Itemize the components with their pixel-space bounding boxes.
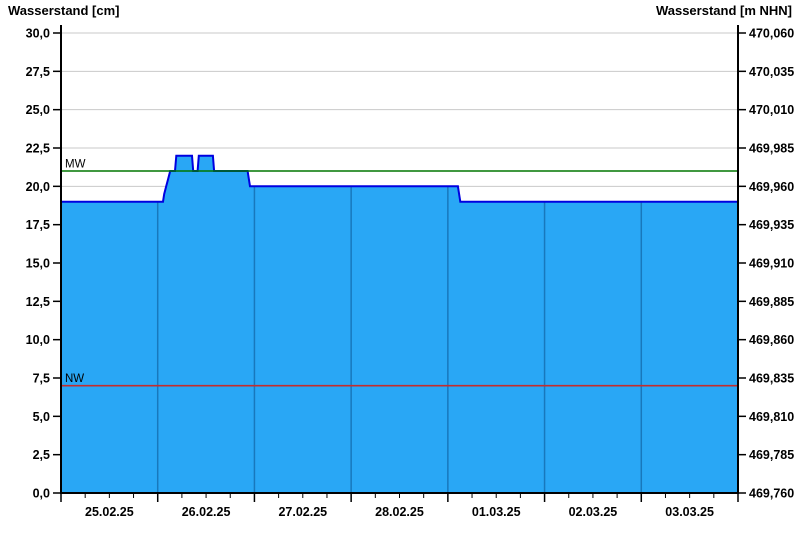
x-axis-date-label: 25.02.25 [85, 505, 134, 519]
left-axis-tick-label: 27,5 [26, 65, 50, 79]
right-axis-title: Wasserstand [m NHN] [655, 3, 792, 18]
left-axis-tick-label: 12,5 [26, 295, 50, 309]
left-axis-tick-label: 22,5 [26, 142, 50, 156]
right-axis-tick-label: 469,910 [749, 257, 794, 271]
left-axis-tick-label: 10,0 [26, 333, 50, 347]
nw-reference-label: NW [65, 373, 84, 385]
mw-reference-label: MW [65, 159, 86, 171]
x-axis-date-label: 26.02.25 [182, 505, 231, 519]
left-axis-tick-label: 17,5 [26, 218, 50, 232]
right-axis-tick-label: 469,985 [749, 142, 794, 156]
x-axis-date-label: 03.03.25 [665, 505, 714, 519]
x-axis-date-label: 01.03.25 [472, 505, 521, 519]
right-axis-tick-label: 469,835 [749, 372, 794, 386]
left-axis-tick-label: 15,0 [26, 257, 50, 271]
left-axis-tick-label: 0,0 [33, 487, 50, 501]
water-level-area [61, 155, 738, 493]
left-axis-tick-label: 5,0 [33, 410, 50, 424]
x-axis-date-label: 28.02.25 [375, 505, 424, 519]
x-axis-date-label: 02.03.25 [569, 505, 618, 519]
right-axis-tick-label: 470,060 [749, 27, 794, 41]
right-axis-tick-label: 470,035 [749, 65, 794, 79]
right-axis-tick-label: 470,010 [749, 103, 794, 117]
x-axis-date-label: 27.02.25 [278, 505, 327, 519]
right-axis-tick-label: 469,760 [749, 487, 794, 501]
left-axis-tick-label: 20,0 [26, 180, 50, 194]
left-axis-tick-label: 30,0 [26, 27, 50, 41]
right-axis-tick-label: 469,860 [749, 333, 794, 347]
left-axis-tick-label: 25,0 [26, 103, 50, 117]
right-axis-tick-label: 469,885 [749, 295, 794, 309]
left-axis-tick-label: 2,5 [33, 448, 50, 462]
right-axis-tick-label: 469,810 [749, 410, 794, 424]
left-axis-tick-label: 7,5 [33, 372, 50, 386]
left-axis-title: Wasserstand [cm] [8, 3, 120, 18]
right-axis-tick-label: 469,935 [749, 218, 794, 232]
right-axis-tick-label: 469,960 [749, 180, 794, 194]
right-axis-tick-label: 469,785 [749, 448, 794, 462]
